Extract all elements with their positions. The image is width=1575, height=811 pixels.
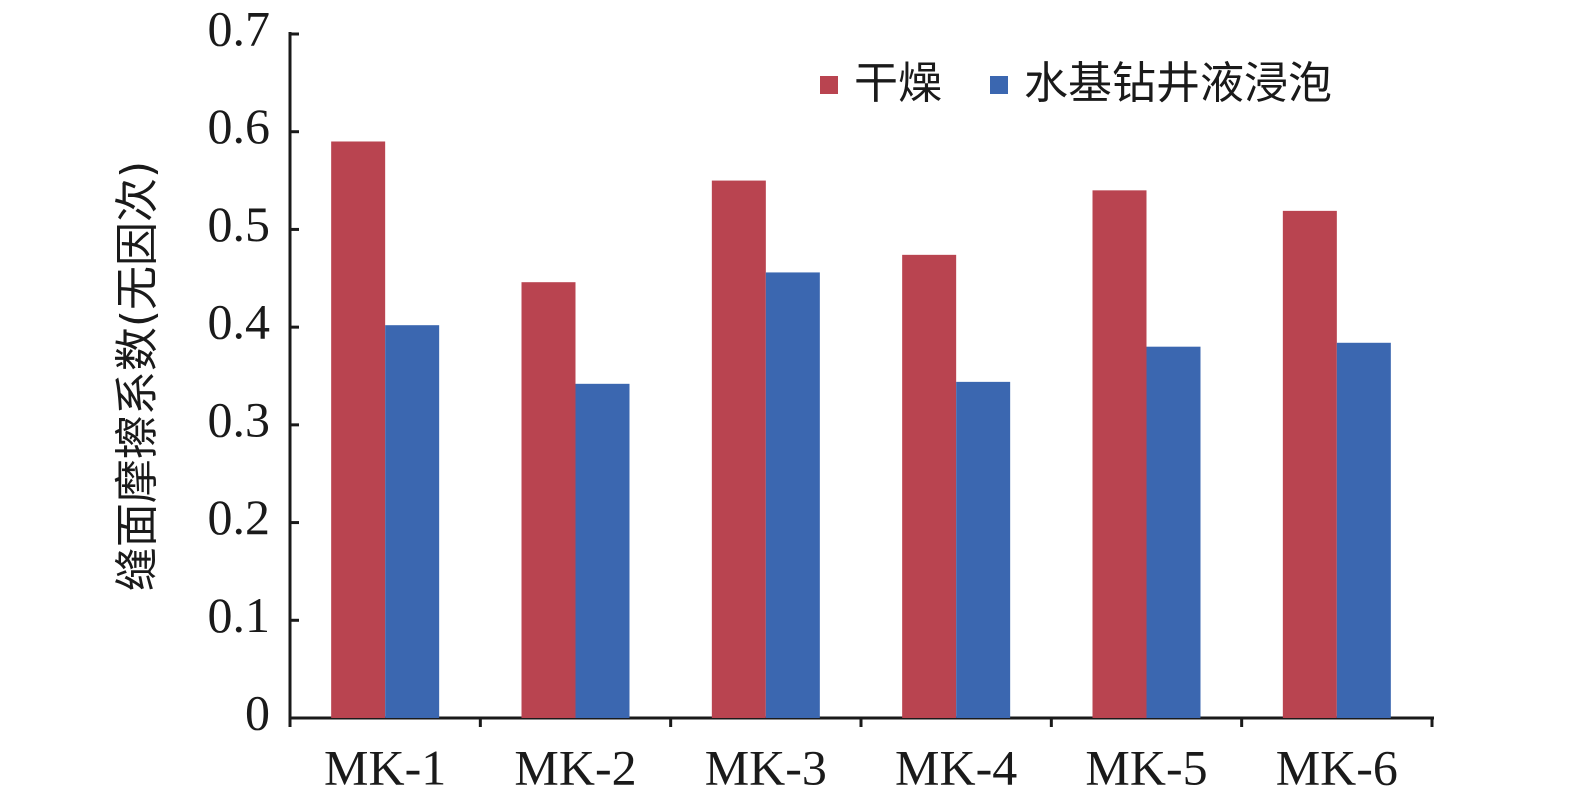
y-tick-label: 0.5 (208, 196, 271, 252)
bar (331, 141, 386, 718)
y-tick-label: 0.1 (208, 587, 271, 643)
x-tick-label: MK-3 (705, 739, 827, 795)
legend-label: 干燥 (854, 58, 942, 109)
bar (521, 282, 576, 718)
bar (1146, 346, 1201, 718)
y-tick-label: 0 (245, 684, 270, 740)
bar (765, 272, 820, 718)
bar (956, 381, 1011, 718)
legend-label: 水基钻井液浸泡 (1024, 58, 1332, 109)
bar (902, 254, 957, 718)
bar (385, 325, 440, 718)
legend-swatch (820, 76, 838, 94)
y-tick-label: 0.6 (208, 98, 271, 154)
y-tick-label: 0.4 (208, 294, 271, 350)
legend-swatch (990, 76, 1008, 94)
x-tick-label: MK-2 (514, 739, 636, 795)
x-tick-label: MK-5 (1085, 739, 1207, 795)
x-tick-label: MK-1 (324, 739, 446, 795)
x-tick-label: MK-4 (895, 739, 1017, 795)
y-tick-label: 0.3 (208, 391, 271, 447)
y-tick-label: 0.7 (208, 0, 271, 56)
y-tick-label: 0.2 (208, 489, 271, 545)
bar (1282, 210, 1337, 718)
bar (711, 180, 766, 719)
bar (575, 383, 630, 718)
y-axis-label: 缝面摩擦系数(无因次) (112, 161, 163, 591)
x-tick-label: MK-6 (1276, 739, 1398, 795)
bar (1336, 342, 1391, 718)
bar (1092, 190, 1147, 719)
